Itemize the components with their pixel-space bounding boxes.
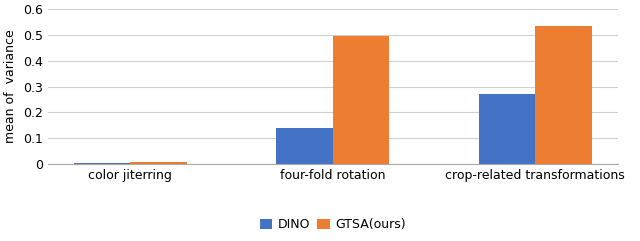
- Bar: [535, 26, 592, 164]
- Bar: [333, 36, 389, 164]
- Legend: DINO, GTSA(ours): DINO, GTSA(ours): [255, 214, 410, 236]
- Bar: [276, 128, 333, 164]
- Y-axis label: mean of  variance: mean of variance: [4, 30, 17, 143]
- Bar: [479, 94, 535, 164]
- Bar: [130, 162, 187, 164]
- Bar: [74, 163, 130, 164]
